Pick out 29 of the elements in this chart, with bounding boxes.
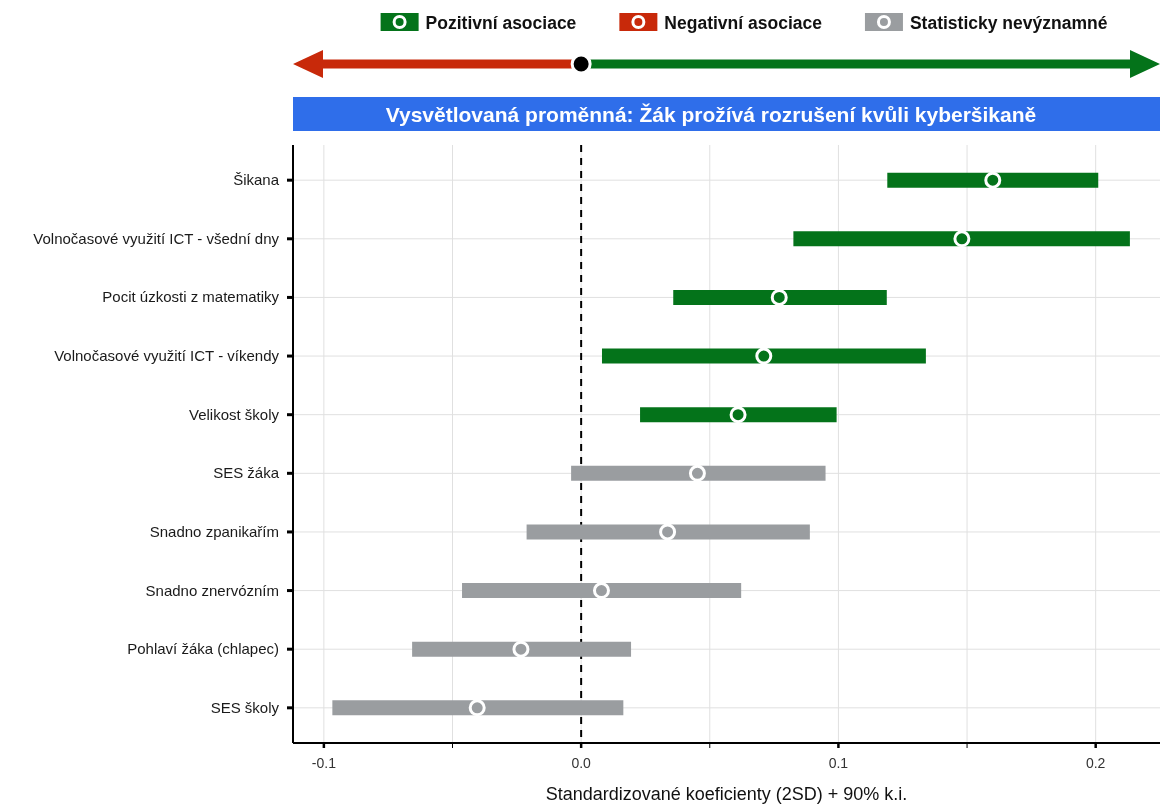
y-tick-label: Volnočasové využití ICT - víkendy (54, 347, 280, 365)
point (729, 406, 747, 424)
x-axis-title: Standardizované koeficienty (2SD) + 90% k.i. (545, 784, 908, 804)
x-tick-label: -0.1 (311, 755, 337, 771)
point (770, 288, 788, 306)
point (468, 699, 486, 717)
point (953, 230, 971, 248)
point (688, 464, 706, 482)
chart-title: Vysvětlovaná proměnná: Žák prožívá rozrušení kvůli kyberšikaně (385, 102, 1037, 126)
y-tick-label: SES žáka (213, 464, 280, 482)
y-tick-label: Pocit úzkosti z matematiky (102, 288, 280, 306)
y-tick-label: Šikana (233, 171, 280, 189)
point (755, 347, 773, 365)
x-tick-label: 0.0 (571, 755, 592, 771)
y-tick-label: Velikost školy (188, 405, 280, 423)
y-tick-label: Snadno znervózním (145, 581, 279, 599)
y-tick-label: Pohlaví žáka (chlapec) (127, 640, 279, 658)
point (659, 523, 677, 541)
point (592, 582, 610, 600)
y-tick-label: Volnočasové využití ICT - všední dny (33, 229, 280, 247)
point (512, 640, 530, 658)
x-tick-label: 0.1 (828, 755, 849, 771)
point (984, 171, 1002, 189)
y-tick-label: SES školy (210, 698, 280, 716)
x-tick-label: 0.2 (1085, 755, 1106, 771)
y-tick-label: Snadno zpanikařím (149, 522, 279, 540)
legend-label: Negativní asociace (664, 12, 823, 33)
legend-label: Pozitivní asociace (425, 12, 577, 33)
legend-label: Statisticky nevýznamné (909, 12, 1108, 33)
